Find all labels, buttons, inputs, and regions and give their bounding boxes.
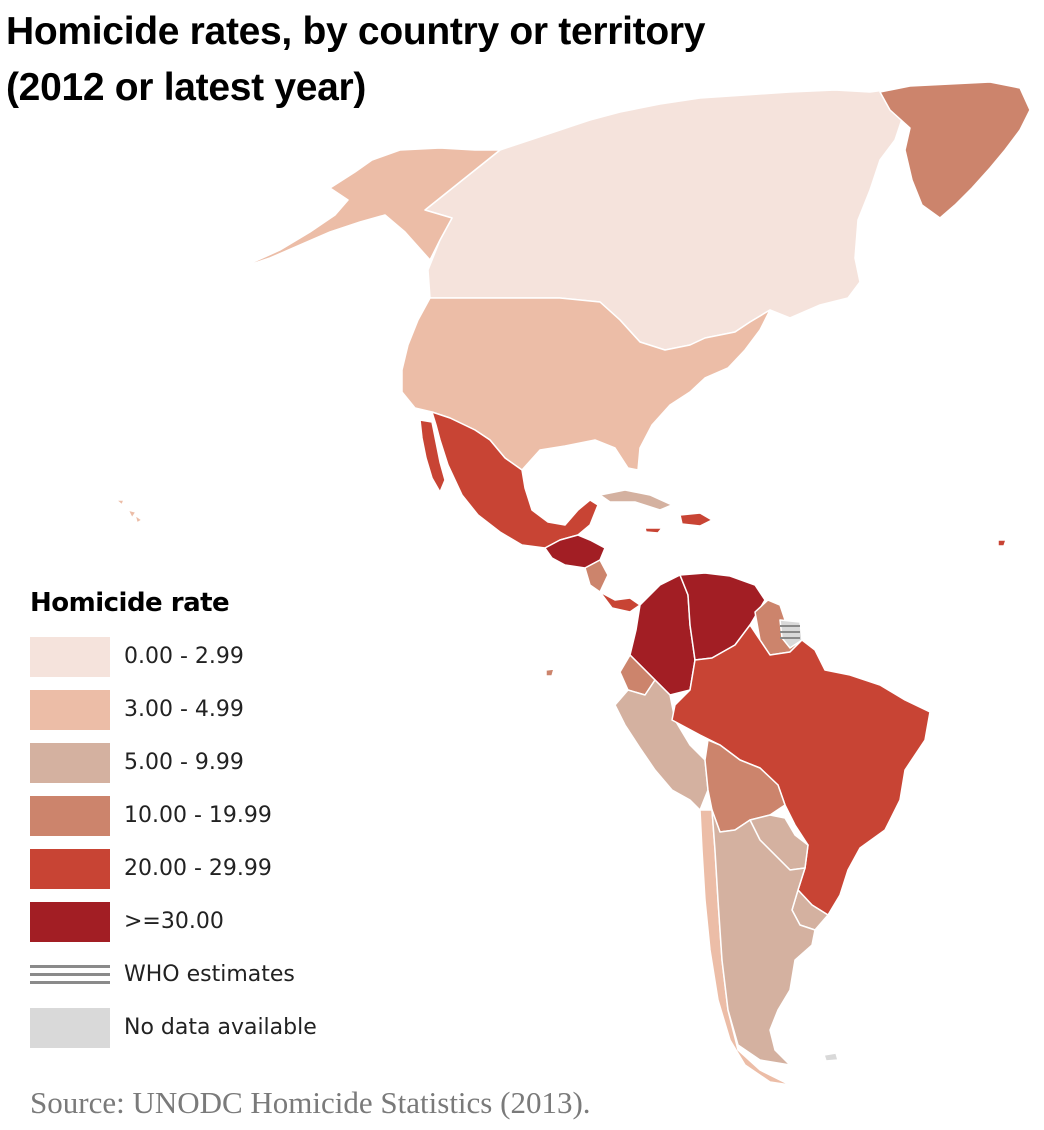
region-cuba [599, 489, 673, 511]
map-title-line1: Homicide rates, by country or territory [6, 10, 706, 53]
legend-item-who: WHO estimates [30, 948, 317, 1001]
region-hawaii [115, 499, 143, 524]
legend-title: Homicide rate [30, 588, 230, 618]
legend-label: 3.00 - 4.99 [124, 697, 244, 722]
legend: Homicide rate 0.00 - 2.99 3.00 - 4.99 5.00… [30, 588, 317, 1054]
legend-swatch-who [30, 955, 110, 995]
legend-label: >=30.00 [124, 909, 224, 934]
legend-item: 10.00 - 19.99 [30, 789, 317, 842]
legend-swatch [30, 901, 110, 942]
legend-swatch [30, 742, 110, 783]
source-note: Source: UNODC Homicide Statistics (2013)… [30, 1085, 591, 1120]
region-peru [614, 679, 709, 811]
legend-items: 0.00 - 2.99 3.00 - 4.99 5.00 - 9.99 10.00 -… [30, 630, 317, 948]
region-mexico [431, 411, 599, 549]
legend-swatch [30, 689, 110, 730]
who-estimate-hatch [780, 625, 800, 639]
legend-label: 5.00 - 9.99 [124, 750, 244, 775]
legend-label: 20.00 - 29.99 [124, 856, 272, 881]
legend-swatch [30, 848, 110, 889]
region-nicaragua [584, 559, 609, 593]
region-panama [599, 591, 641, 613]
region-northern-central-america [544, 534, 606, 569]
legend-swatch [30, 636, 110, 677]
region-falklands [823, 1052, 839, 1062]
region-galapagos [545, 668, 555, 677]
legend-label-who: WHO estimates [124, 962, 295, 987]
legend-item: 0.00 - 2.99 [30, 630, 317, 683]
region-argentina [711, 809, 816, 1066]
legend-swatch-nodata [30, 1007, 110, 1048]
region-baja [419, 419, 446, 493]
legend-item: >=30.00 [30, 895, 317, 948]
region-greenland [879, 81, 1031, 219]
legend-item: 3.00 - 4.99 [30, 683, 317, 736]
legend-item: 5.00 - 9.99 [30, 736, 317, 789]
legend-item: 20.00 - 29.99 [30, 842, 317, 895]
legend-label: 0.00 - 2.99 [124, 644, 244, 669]
legend-swatch [30, 795, 110, 836]
legend-item-nodata: No data available [30, 1001, 317, 1054]
legend-label: 10.00 - 19.99 [124, 803, 272, 828]
region-alaska [239, 147, 501, 269]
region-bermuda [997, 539, 1007, 547]
legend-label-nodata: No data available [124, 1015, 317, 1040]
map-title: Homicide rates, by country or territory … [6, 4, 705, 116]
map-title-line2: (2012 or latest year) [6, 66, 367, 109]
region-caribbean [644, 512, 713, 534]
